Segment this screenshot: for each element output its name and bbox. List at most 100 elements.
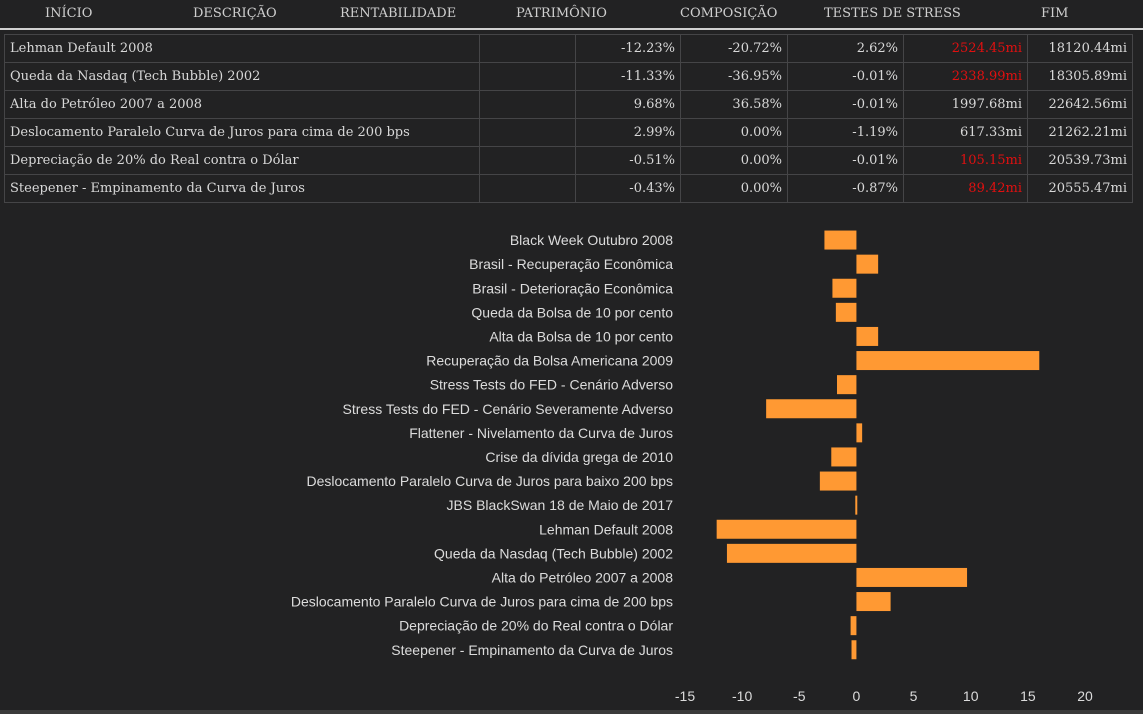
category-label: Queda da Nasdaq (Tech Bubble) 2002 bbox=[434, 545, 673, 561]
value-cell: -0.43% bbox=[575, 174, 681, 203]
value-cell: -0.87% bbox=[787, 174, 904, 203]
value-cell bbox=[479, 146, 576, 175]
x-tick-label: -15 bbox=[675, 688, 695, 704]
value-cell: -12.23% bbox=[575, 34, 681, 63]
value-cell bbox=[479, 174, 576, 203]
value-cell: 20539.73mi bbox=[1027, 146, 1133, 175]
value-cell: -0.01% bbox=[787, 62, 904, 91]
value-cell: -11.33% bbox=[575, 62, 681, 91]
bar[interactable] bbox=[855, 495, 858, 515]
category-label: Flattener - Nivelamento da Curva de Juro… bbox=[409, 425, 673, 441]
x-tick-label: 0 bbox=[853, 688, 861, 704]
bar[interactable] bbox=[856, 592, 891, 612]
chart-svg: Black Week Outubro 2008 Brasil - Recupera… bbox=[291, 230, 1093, 704]
category-label: Deslocamento Paralelo Curva de Juros par… bbox=[306, 473, 673, 489]
bar[interactable] bbox=[824, 230, 857, 250]
table-row: Queda da Nasdaq (Tech Bubble) 2002 -11.33… bbox=[4, 62, 1133, 91]
category-label: Alta da Bolsa de 10 por cento bbox=[489, 328, 673, 344]
bar[interactable] bbox=[856, 567, 968, 587]
value-cell: 22642.56mi bbox=[1027, 90, 1133, 119]
bar[interactable] bbox=[856, 326, 879, 346]
x-tick-label: -5 bbox=[793, 688, 806, 704]
category-label: Recuperação da Bolsa Americana 2009 bbox=[426, 353, 673, 369]
value-cell: 2338.99mi bbox=[903, 62, 1028, 91]
x-tick-label: -10 bbox=[732, 688, 752, 704]
bar[interactable] bbox=[835, 302, 857, 322]
category-label: Crise da dívida grega de 2010 bbox=[485, 449, 673, 465]
value-cell bbox=[479, 118, 576, 147]
value-cell: -0.01% bbox=[787, 90, 904, 119]
tab-composicao[interactable]: COMPOSIÇÃO bbox=[680, 6, 778, 21]
category-label: Queda da Bolsa de 10 por cento bbox=[471, 304, 673, 320]
category-label: JBS BlackSwan 18 de Maio de 2017 bbox=[447, 497, 674, 513]
stress-bar-chart: Black Week Outubro 2008 Brasil - Recupera… bbox=[0, 214, 1143, 714]
x-tick-label: 10 bbox=[963, 688, 979, 704]
bar[interactable] bbox=[837, 375, 857, 395]
scenario-cell: Lehman Default 2008 bbox=[4, 34, 480, 63]
tab-fim[interactable]: FIM bbox=[1041, 6, 1069, 21]
value-cell: -0.01% bbox=[787, 146, 904, 175]
table-row: Depreciação de 20% do Real contra o Dóla… bbox=[4, 146, 1133, 175]
bar[interactable] bbox=[851, 640, 857, 660]
value-cell: 2524.45mi bbox=[903, 34, 1028, 63]
scenario-cell: Alta do Petróleo 2007 a 2008 bbox=[4, 90, 480, 119]
nav-tabs: INÍCIO DESCRIÇÃO RENTABILIDADE PATRIMÔNI… bbox=[0, 0, 1143, 30]
tab-inicio[interactable]: INÍCIO bbox=[45, 6, 93, 21]
value-cell: 105.15mi bbox=[903, 146, 1028, 175]
value-cell: 2.99% bbox=[575, 118, 681, 147]
category-label: Depreciação de 20% do Real contra o Dóla… bbox=[399, 618, 673, 634]
bottom-scrollbar[interactable] bbox=[0, 710, 1143, 714]
value-cell: -0.51% bbox=[575, 146, 681, 175]
value-cell bbox=[479, 34, 576, 63]
bar[interactable] bbox=[850, 616, 857, 636]
value-cell: 20555.47mi bbox=[1027, 174, 1133, 203]
value-cell: -1.19% bbox=[787, 118, 904, 147]
category-label: Stress Tests do FED - Cenário Severament… bbox=[343, 401, 674, 417]
category-label: Brasil - Deterioração Econômica bbox=[472, 280, 673, 296]
value-cell: 89.42mi bbox=[903, 174, 1028, 203]
x-tick-label: 5 bbox=[910, 688, 918, 704]
category-label: Lehman Default 2008 bbox=[539, 521, 673, 537]
value-cell: 21262.21mi bbox=[1027, 118, 1133, 147]
value-cell: -36.95% bbox=[680, 62, 788, 91]
bar[interactable] bbox=[766, 399, 857, 419]
value-cell: 2.62% bbox=[787, 34, 904, 63]
scenario-cell: Deslocamento Paralelo Curva de Juros par… bbox=[4, 118, 480, 147]
value-cell bbox=[479, 90, 576, 119]
category-label: Brasil - Recuperação Econômica bbox=[469, 256, 673, 272]
category-label: Alta do Petróleo 2007 a 2008 bbox=[492, 569, 674, 585]
tab-rentabilidade[interactable]: RENTABILIDADE bbox=[340, 6, 457, 21]
tab-descricao[interactable]: DESCRIÇÃO bbox=[193, 6, 277, 21]
value-cell: 0.00% bbox=[680, 146, 788, 175]
bar[interactable] bbox=[716, 519, 857, 539]
value-cell: 18305.89mi bbox=[1027, 62, 1133, 91]
category-label: Steepener - Empinamento da Curva de Juro… bbox=[391, 642, 673, 658]
table-row: Deslocamento Paralelo Curva de Juros par… bbox=[4, 118, 1133, 147]
bar[interactable] bbox=[856, 423, 863, 443]
value-cell: 1997.68mi bbox=[903, 90, 1028, 119]
table-row: Lehman Default 2008 -12.23% -20.72% 2.62% 25… bbox=[4, 34, 1133, 63]
scenario-cell: Steepener - Empinamento da Curva de Juro… bbox=[4, 174, 480, 203]
value-cell: 9.68% bbox=[575, 90, 681, 119]
value-cell: 0.00% bbox=[680, 118, 788, 147]
bar[interactable] bbox=[831, 447, 857, 467]
value-cell: 36.58% bbox=[680, 90, 788, 119]
bar[interactable] bbox=[819, 471, 857, 491]
value-cell: 18120.44mi bbox=[1027, 34, 1133, 63]
x-tick-label: 15 bbox=[1020, 688, 1036, 704]
scenario-cell: Queda da Nasdaq (Tech Bubble) 2002 bbox=[4, 62, 480, 91]
bar[interactable] bbox=[832, 278, 857, 298]
category-label: Stress Tests do FED - Cenário Adverso bbox=[430, 377, 673, 393]
bar[interactable] bbox=[856, 351, 1040, 371]
bar[interactable] bbox=[856, 254, 879, 274]
value-cell bbox=[479, 62, 576, 91]
value-cell: 0.00% bbox=[680, 174, 788, 203]
value-cell: -20.72% bbox=[680, 34, 788, 63]
stress-results-table: Lehman Default 2008 -12.23% -20.72% 2.62% 25… bbox=[4, 34, 1133, 203]
category-label: Black Week Outubro 2008 bbox=[510, 232, 673, 248]
tab-patrimonio[interactable]: PATRIMÔNIO bbox=[516, 6, 607, 21]
category-label: Deslocamento Paralelo Curva de Juros par… bbox=[291, 594, 673, 610]
tab-testes-de-stress[interactable]: TESTES DE STRESS bbox=[824, 6, 961, 21]
bar[interactable] bbox=[726, 543, 857, 563]
table-row: Steepener - Empinamento da Curva de Juro… bbox=[4, 174, 1133, 203]
